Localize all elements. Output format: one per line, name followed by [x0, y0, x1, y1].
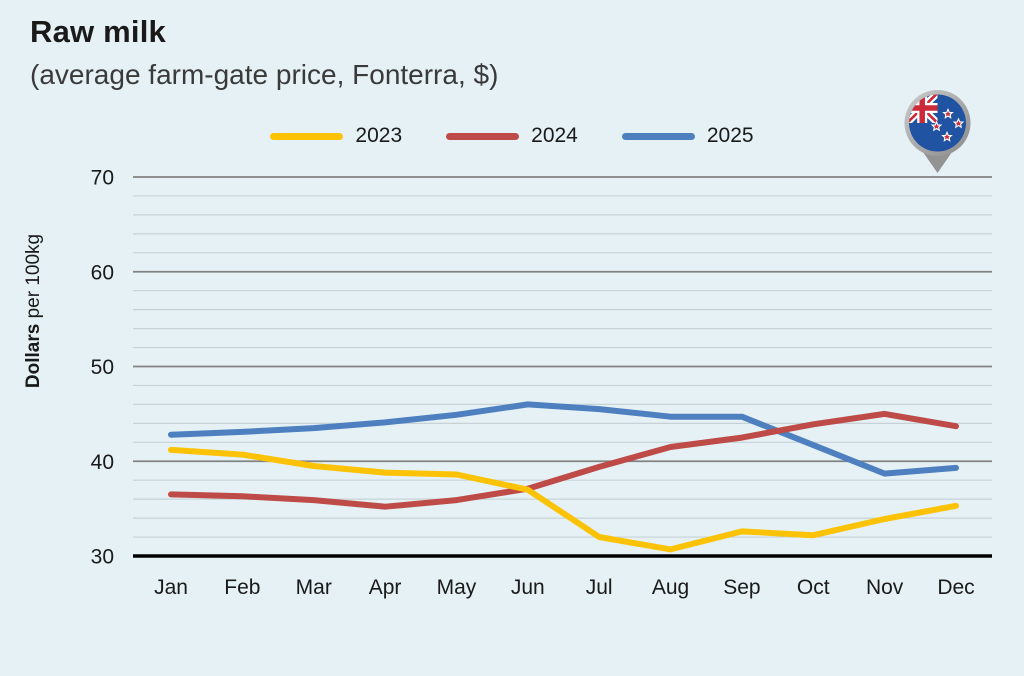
- x-tick-label-oct: Oct: [797, 576, 830, 599]
- star-icon: [941, 130, 953, 142]
- star-icon: [930, 120, 943, 132]
- legend-label-2024: 2024: [531, 124, 578, 147]
- series-line-2025: [168, 401, 959, 477]
- x-tick-label-nov: Nov: [866, 576, 904, 599]
- southern-cross-stars: [930, 107, 965, 142]
- y-axis-label-rest: per 100kg: [23, 233, 44, 319]
- x-tick-label-sep: Sep: [723, 576, 760, 599]
- x-tick-label-jun: Jun: [511, 576, 545, 599]
- legend-swatch-2024: [446, 132, 520, 140]
- series-line-2024: [168, 410, 959, 510]
- chart-legend: 2023 2024 2025: [0, 124, 1024, 148]
- y-tick-label: 60: [91, 261, 114, 284]
- y-axis-label: Dollars per 100kg: [23, 211, 49, 411]
- legend-item-2025: 2025: [621, 124, 754, 148]
- new-zealand-flag-pin-icon: [901, 88, 975, 181]
- y-tick-label: 40: [91, 451, 114, 474]
- y-tick-label: 50: [91, 356, 114, 379]
- y-axis-label-bold: Dollars: [23, 323, 44, 389]
- x-tick-label-dec: Dec: [937, 576, 974, 599]
- nz-flag-map-pin-svg: [904, 90, 971, 173]
- legend-swatch-2023: [270, 132, 344, 140]
- legend-swatch-2025: [621, 132, 695, 140]
- x-tick-label-apr: Apr: [369, 576, 402, 599]
- x-tick-label-jul: Jul: [586, 576, 613, 599]
- y-tick-label: 30: [91, 546, 114, 569]
- legend-label-2025: 2025: [706, 124, 754, 147]
- x-tick-label-jan: Jan: [154, 576, 188, 599]
- x-tick-label-feb: Feb: [224, 576, 260, 599]
- legend-item-2024: 2024: [446, 124, 578, 148]
- chart-header: Raw milk (average farm-gate price, Fonte…: [30, 14, 498, 91]
- legend-item-2023: 2023: [270, 124, 402, 148]
- series-line-2023: [168, 446, 959, 553]
- page-subtitle: (average farm-gate price, Fonterra, $): [30, 59, 499, 90]
- x-tick-label-aug: Aug: [652, 576, 689, 599]
- star-icon: [952, 117, 965, 129]
- x-tick-label-mar: Mar: [296, 576, 332, 599]
- star-icon: [942, 107, 954, 119]
- x-tick-label-may: May: [437, 576, 477, 599]
- y-tick-label: 70: [91, 167, 114, 190]
- legend-label-2023: 2023: [355, 124, 403, 147]
- page-title: Raw milk: [30, 14, 166, 49]
